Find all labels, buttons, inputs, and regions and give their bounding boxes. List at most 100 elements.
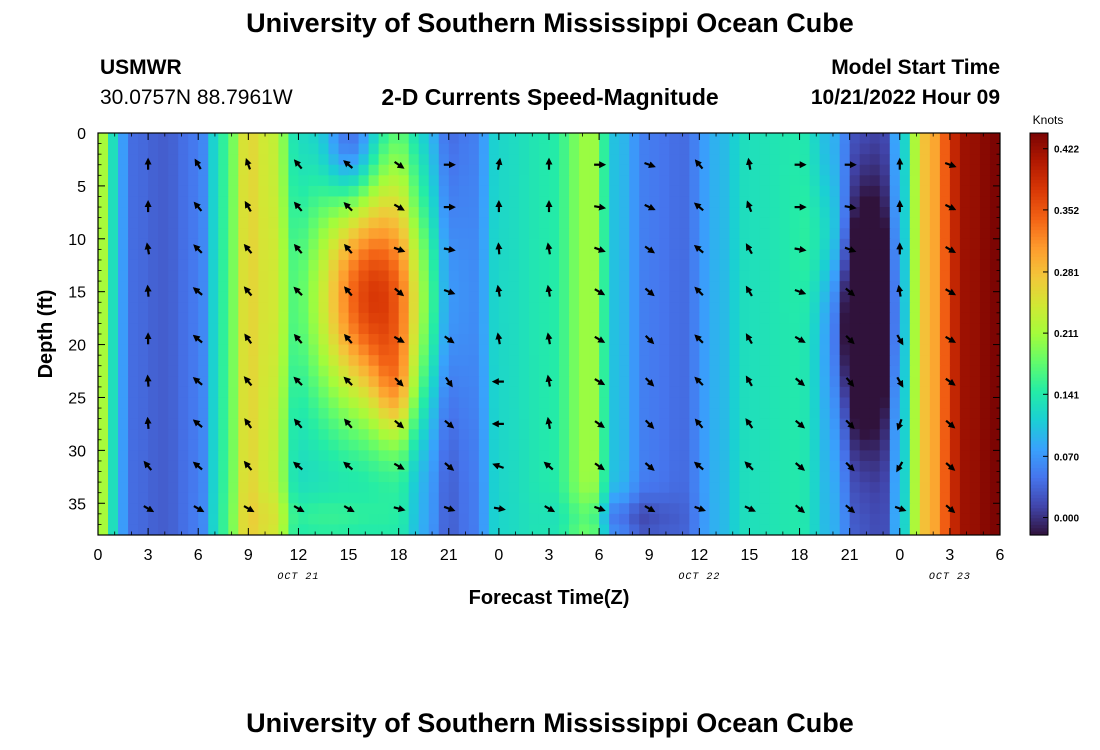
- heat-cell: [198, 344, 209, 356]
- heat-cell: [559, 175, 570, 187]
- heat-cell: [859, 133, 871, 145]
- heat-cell: [849, 450, 861, 462]
- heat-cell: [408, 185, 420, 198]
- heat-cell: [258, 429, 269, 441]
- heat-cell: [579, 270, 590, 282]
- heat-cell: [869, 312, 881, 325]
- heat-cell: [939, 513, 951, 526]
- heat-cell: [368, 217, 380, 229]
- heat-cell: [549, 196, 560, 208]
- heat-cell: [659, 408, 670, 420]
- heat-cell: [208, 503, 219, 515]
- heat-cell: [408, 291, 420, 303]
- heat-cell: [739, 154, 751, 166]
- heat-cell: [438, 207, 450, 219]
- heat-cell: [158, 503, 169, 515]
- heat-cell: [559, 133, 570, 145]
- heat-cell: [488, 175, 500, 187]
- heat-cell: [839, 450, 851, 462]
- heat-cell: [448, 355, 460, 367]
- heat-cell: [869, 386, 881, 399]
- heat-cell: [979, 281, 991, 293]
- heat-cell: [569, 386, 580, 399]
- heat-cell: [759, 513, 771, 526]
- heat-cell: [468, 492, 480, 504]
- y-tick-label: 5: [77, 179, 86, 196]
- heat-cell: [428, 471, 440, 483]
- heat-cell: [148, 259, 159, 272]
- heat-cell: [849, 418, 861, 430]
- heat-cell: [448, 312, 460, 325]
- heat-cell: [118, 291, 129, 303]
- heat-cell: [729, 513, 741, 526]
- heat-cell: [388, 323, 400, 335]
- heat-cell: [769, 249, 781, 261]
- heat-cell: [799, 524, 811, 535]
- heat-cell: [809, 397, 821, 409]
- heat-cell: [559, 312, 570, 325]
- heat-cell: [518, 524, 530, 535]
- heat-cell: [979, 365, 991, 377]
- heat-cell: [458, 238, 470, 250]
- heat-cell: [639, 291, 650, 303]
- heat-cell: [739, 175, 751, 187]
- heat-cell: [178, 482, 189, 494]
- heat-cell: [969, 355, 981, 367]
- heat-cell: [98, 281, 109, 293]
- heat-cell: [248, 439, 259, 451]
- heat-cell: [468, 482, 480, 494]
- heat-cell: [809, 460, 821, 473]
- heat-cell: [749, 175, 761, 187]
- current-arrow: [495, 242, 503, 255]
- heat-cell: [148, 164, 159, 176]
- heat-cell: [919, 133, 931, 145]
- colorbar-swatch: [1030, 374, 1048, 379]
- heat-cell: [789, 291, 801, 303]
- heat-cell: [518, 439, 530, 451]
- heat-cell: [468, 249, 480, 261]
- model-start-value: 10/21/2022 Hour 09: [810, 86, 1000, 109]
- heat-cell: [659, 492, 670, 504]
- heat-cell: [268, 185, 279, 198]
- heat-cell: [538, 302, 550, 314]
- heat-cell: [739, 270, 751, 282]
- heat-cell: [428, 185, 440, 198]
- heat-cell: [398, 365, 410, 377]
- heat-cell: [508, 143, 520, 155]
- heat-cell: [979, 471, 991, 483]
- heat-cell: [709, 365, 720, 377]
- heat-cell: [629, 281, 640, 293]
- heat-cell: [759, 355, 771, 367]
- heat-cell: [939, 312, 951, 325]
- heat-cell: [118, 249, 129, 261]
- heat-cell: [819, 450, 831, 462]
- heat-cell: [418, 344, 430, 356]
- heat-cell: [228, 376, 239, 388]
- heat-cell: [178, 524, 189, 535]
- heat-cell: [278, 344, 290, 356]
- heat-cell: [218, 185, 229, 198]
- heat-cell: [128, 513, 139, 526]
- heat-cell: [629, 482, 640, 494]
- heat-cell: [118, 196, 129, 208]
- heat-cell: [719, 513, 730, 526]
- current-arrow: [594, 420, 605, 429]
- heat-cell: [438, 344, 450, 356]
- heat-cell: [498, 281, 510, 293]
- heat-cell: [829, 334, 841, 346]
- heat-cell: [889, 196, 901, 208]
- heat-cell: [508, 344, 520, 356]
- heat-cell: [278, 270, 290, 282]
- heat-cell: [118, 207, 129, 219]
- heat-cell: [769, 281, 781, 293]
- heat-cell: [629, 471, 640, 483]
- heat-cell: [679, 376, 690, 388]
- heat-cell: [569, 133, 580, 145]
- y-tick-label: 30: [68, 443, 86, 460]
- heat-cell: [208, 259, 219, 272]
- heat-cell: [458, 450, 470, 462]
- heat-cell: [819, 302, 831, 314]
- heat-cell: [559, 196, 570, 208]
- heat-cell: [238, 207, 249, 219]
- footer-title: University of Southern Mississippi Ocean…: [246, 708, 854, 738]
